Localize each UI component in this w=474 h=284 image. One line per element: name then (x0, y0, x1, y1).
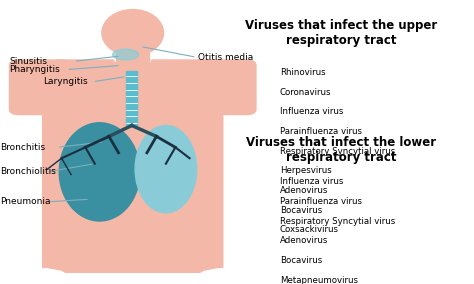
Text: Herpesvirus: Herpesvirus (280, 166, 331, 176)
Text: Pharyngitis: Pharyngitis (9, 65, 60, 74)
Text: Bronchitis: Bronchitis (0, 143, 45, 152)
Text: Coxsackivirus: Coxsackivirus (280, 225, 338, 234)
Text: Viruses that infect the upper
respiratory tract: Viruses that infect the upper respirator… (245, 19, 438, 47)
Text: Otitis media: Otitis media (198, 53, 254, 62)
Ellipse shape (102, 10, 164, 56)
Text: Influenza virus: Influenza virus (280, 107, 343, 116)
Text: Rhinovirus: Rhinovirus (280, 68, 325, 77)
Text: Pneumonia: Pneumonia (0, 197, 51, 206)
Text: Bocavirus: Bocavirus (280, 256, 322, 265)
Ellipse shape (135, 126, 197, 213)
Text: Parainfluenza virus: Parainfluenza virus (280, 197, 362, 206)
Polygon shape (43, 60, 223, 267)
Ellipse shape (59, 123, 140, 221)
Text: Influenza virus: Influenza virus (280, 177, 343, 186)
FancyBboxPatch shape (9, 60, 71, 114)
FancyBboxPatch shape (116, 38, 149, 66)
Text: Metapneumovirus: Metapneumovirus (280, 275, 358, 284)
Text: Sinusitis: Sinusitis (9, 57, 47, 66)
Text: Bronchiolitis: Bronchiolitis (0, 167, 56, 176)
FancyBboxPatch shape (126, 71, 137, 126)
FancyBboxPatch shape (194, 60, 256, 114)
Text: Laryngitis: Laryngitis (43, 77, 87, 86)
Text: Adenovirus: Adenovirus (280, 186, 328, 195)
Polygon shape (47, 66, 218, 273)
Text: Viruses that infect the lower
respiratory tract: Viruses that infect the lower respirator… (246, 136, 437, 164)
Text: Coronavirus: Coronavirus (280, 88, 331, 97)
Text: Bocavirus: Bocavirus (280, 206, 322, 215)
Text: Respiratory Syncytial virus: Respiratory Syncytial virus (280, 217, 395, 225)
Text: Parainfluenza virus: Parainfluenza virus (280, 127, 362, 136)
Text: Adenovirus: Adenovirus (280, 236, 328, 245)
Ellipse shape (112, 49, 138, 60)
Text: Respiratory Syncytial virus: Respiratory Syncytial virus (280, 147, 395, 156)
